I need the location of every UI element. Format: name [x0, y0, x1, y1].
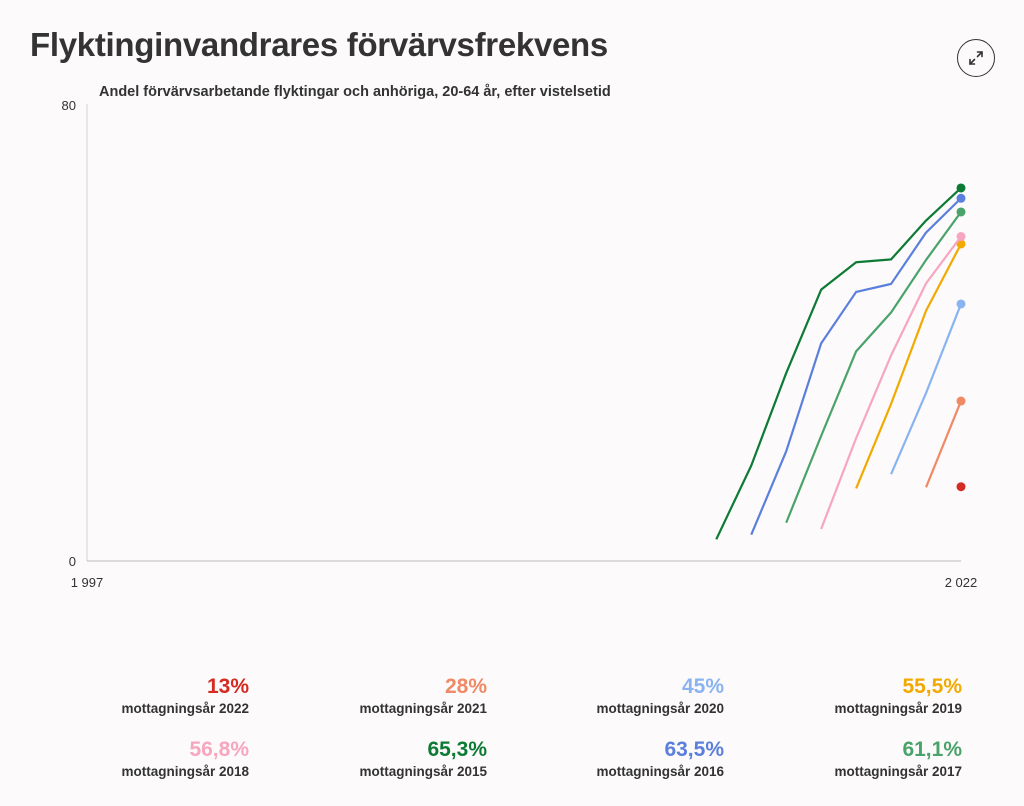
stat-label: mottagningsår 2019 — [834, 701, 962, 716]
series-line-2018 — [820, 235, 962, 530]
x-tick-label-start: 1 997 — [71, 575, 104, 590]
series-layer — [715, 183, 966, 540]
series-line-2021 — [925, 400, 963, 488]
stat-item: 56,8% mottagningsår 2018 — [19, 738, 249, 781]
stat-item: 63,5% mottagningsår 2016 — [494, 738, 724, 781]
stat-label: mottagningsår 2017 — [834, 764, 962, 779]
expand-arrows-icon — [969, 51, 983, 65]
stat-value: 63,5% — [664, 738, 724, 761]
series-end-point-2019[interactable] — [956, 239, 966, 249]
stat-value: 13% — [206, 675, 249, 698]
stat-label: mottagningsår 2015 — [359, 764, 487, 779]
stat-item: 55,5% mottagningsår 2019 — [732, 675, 962, 718]
series-end-point-2016[interactable] — [956, 193, 966, 203]
y-tick-label-min: 0 — [69, 554, 76, 569]
stat-label: mottagningsår 2018 — [121, 764, 249, 779]
stat-item: 45% mottagningsår 2020 — [494, 675, 724, 718]
stat-value: 61,1% — [902, 738, 962, 761]
series-line-2017 — [785, 211, 962, 524]
series-line-2020 — [890, 303, 963, 475]
series-end-point-2021[interactable] — [956, 396, 966, 406]
expand-button[interactable] — [957, 39, 995, 77]
stat-item: 13% mottagningsår 2022 — [19, 675, 249, 718]
y-tick-label-max: 80 — [62, 98, 76, 113]
series-end-point-2017[interactable] — [956, 207, 966, 217]
stat-value: 45% — [681, 675, 724, 698]
x-tick-label-end: 2 022 — [945, 575, 978, 590]
line-chart: Andel förvärvsarbetande flyktingar och a… — [62, 84, 978, 590]
series-end-point-2020[interactable] — [956, 299, 966, 309]
stat-label: mottagningsår 2020 — [596, 701, 724, 716]
stat-value: 65,3% — [427, 738, 487, 761]
stat-value: 56,8% — [189, 738, 249, 761]
series-end-point-2018[interactable] — [956, 232, 966, 242]
stat-value: 28% — [444, 675, 487, 698]
stat-item: 28% mottagningsår 2021 — [257, 675, 487, 718]
series-line-2016 — [750, 197, 962, 536]
series-end-point-2022[interactable] — [956, 482, 966, 492]
stat-label: mottagningsår 2016 — [596, 764, 724, 779]
stat-label: mottagningsår 2022 — [121, 701, 249, 716]
page-title: Flyktinginvandrares förvärvsfrekvens — [30, 26, 608, 63]
stat-item: 61,1% mottagningsår 2017 — [732, 738, 962, 781]
stat-item: 65,3% mottagningsår 2015 — [257, 738, 487, 781]
series-line-2015 — [715, 187, 962, 540]
series-line-2019 — [855, 243, 962, 489]
stat-label: mottagningsår 2021 — [359, 701, 487, 716]
series-end-point-2015[interactable] — [956, 183, 966, 193]
stat-value: 55,5% — [902, 675, 962, 698]
chart-subtitle: Andel förvärvsarbetande flyktingar och a… — [99, 84, 611, 100]
